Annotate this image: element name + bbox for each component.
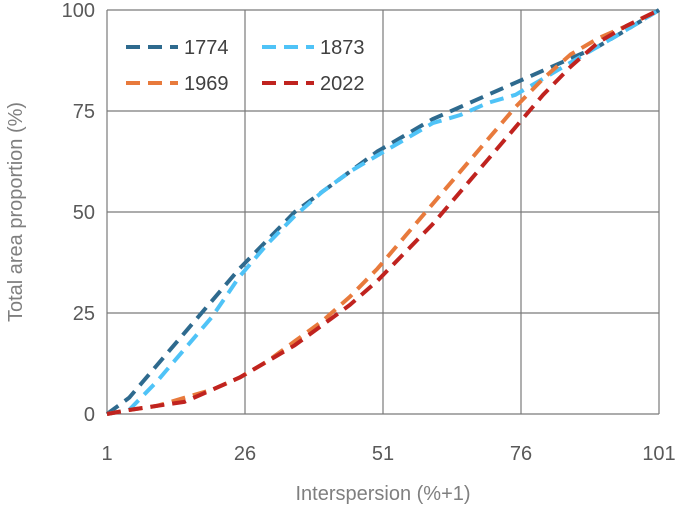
legend-label: 1969 [184, 73, 229, 95]
y-tick-label: 0 [84, 404, 95, 426]
y-tick-label: 50 [73, 202, 95, 224]
y-axis-title: Total area proportion (%) [5, 102, 27, 322]
series-lines [105, 8, 661, 416]
legend-label: 2022 [320, 73, 365, 95]
x-tick-label: 1 [101, 443, 112, 465]
legend-item-1873: 1873 [262, 37, 365, 59]
x-tick-label: 26 [234, 443, 256, 465]
series-line-1969 [106, 8, 660, 416]
x-tick-label: 76 [510, 443, 532, 465]
tick-labels: 0 25 50 75 100 1 26 51 76 101 [62, 0, 676, 465]
x-axis-title: Interspersion (%+1) [295, 483, 470, 505]
y-tick-label: 75 [73, 101, 95, 123]
series-line-1873 [106, 8, 661, 416]
y-tick-label: 100 [62, 0, 95, 22]
legend-label: 1873 [320, 37, 365, 59]
legend-label: 1774 [184, 37, 229, 59]
legend: 1774 1873 1969 2022 [126, 37, 365, 95]
series-line-1774 [105, 8, 661, 416]
series-line-2022 [106, 8, 660, 416]
legend-item-1969: 1969 [126, 73, 229, 95]
legend-item-2022: 2022 [262, 73, 365, 95]
x-tick-label: 101 [642, 443, 675, 465]
gridlines [106, 9, 660, 415]
y-tick-label: 25 [73, 303, 95, 325]
x-tick-label: 51 [372, 443, 394, 465]
legend-item-1774: 1774 [126, 37, 229, 59]
